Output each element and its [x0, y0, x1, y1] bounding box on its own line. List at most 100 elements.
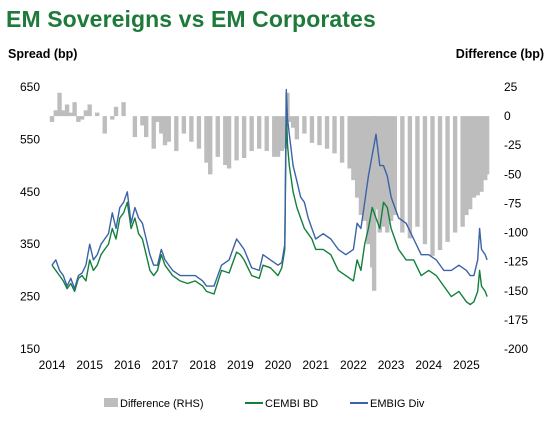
difference-bar [275, 116, 281, 157]
y-tick-label: 450 [20, 185, 40, 199]
difference-bar [68, 112, 74, 117]
x-tick-label: 2021 [302, 358, 329, 372]
legend-label: Difference (RHS) [120, 398, 204, 410]
y-tick-label: 250 [20, 290, 40, 304]
difference-bar [317, 116, 322, 146]
y2-tick-label: -175 [504, 313, 528, 327]
difference-bar [388, 116, 394, 221]
difference-bar [309, 116, 315, 143]
difference-bar [381, 116, 386, 227]
difference-bar [354, 116, 360, 198]
difference-bar [234, 116, 239, 161]
difference-bar [272, 116, 277, 157]
difference-bar [249, 116, 254, 152]
difference-bar [196, 116, 202, 149]
legend-label: EMBIG Div [370, 398, 425, 410]
difference-bar [452, 116, 458, 233]
difference-bar [415, 116, 420, 227]
difference-bar [87, 104, 92, 117]
difference-bar [460, 116, 465, 227]
difference-bar [76, 116, 81, 122]
difference-bar [358, 116, 364, 216]
difference-bar [484, 116, 490, 175]
difference-bar [208, 116, 213, 175]
x-tick-label: 2022 [340, 358, 367, 372]
difference-bar [264, 116, 269, 152]
difference-bar [215, 116, 220, 157]
y2-tick-label: 25 [504, 80, 518, 94]
difference-bar [287, 116, 292, 122]
difference-bar [166, 116, 171, 142]
difference-bar [362, 116, 367, 221]
difference-bar [95, 112, 100, 117]
difference-bar [407, 116, 413, 239]
difference-bar [144, 116, 149, 138]
difference-bar [132, 116, 138, 138]
x-tick-label: 2018 [189, 358, 216, 372]
right-axis-title: Difference (bp) [455, 47, 544, 61]
difference-bar [61, 110, 66, 117]
difference-bar [159, 116, 164, 134]
difference-bar [467, 116, 473, 210]
difference-bar [257, 116, 262, 149]
left-axis-title: Spread (bp) [8, 47, 78, 61]
axes-layer: 2014 2015 2016 2017 2018 2019 2020 2021 2022 2023… [20, 80, 528, 372]
difference-bar [189, 116, 194, 142]
difference-bar [471, 116, 477, 198]
y2-tick-label: -200 [504, 342, 528, 356]
difference-bar [400, 116, 405, 233]
difference-bar [279, 116, 284, 152]
x-tick-label: 2025 [453, 358, 480, 372]
y-tick-label: 650 [20, 80, 40, 94]
difference-bar [151, 116, 156, 149]
x-tick-label: 2019 [227, 358, 254, 372]
difference-bar [79, 116, 85, 120]
difference-bar [479, 116, 484, 192]
y2-tick-label: -150 [504, 284, 528, 298]
difference-area-layer [49, 92, 490, 291]
legend-swatch-difference [104, 398, 118, 407]
embig-div-line [51, 88, 488, 290]
difference-bar [373, 116, 379, 210]
x-tick-label: 2014 [39, 358, 66, 372]
legend: Difference (RHS) CEMBI BD EMBIG Div [104, 398, 425, 410]
difference-bar [140, 116, 145, 126]
legend-label: CEMBI BD [265, 398, 318, 410]
difference-bar [83, 110, 89, 117]
y-tick-label: 350 [20, 237, 40, 251]
y2-tick-label: -125 [504, 255, 528, 269]
y2-tick-label: -50 [504, 167, 522, 181]
difference-bar [155, 116, 160, 122]
difference-bar [241, 116, 247, 159]
difference-bar [121, 102, 126, 117]
difference-bar [204, 116, 209, 163]
difference-bar [351, 116, 356, 181]
difference-bar [302, 116, 307, 134]
difference-bar [347, 116, 352, 169]
y2-tick-label: 0 [504, 109, 511, 123]
difference-bar [437, 116, 443, 251]
difference-bar [49, 116, 55, 122]
difference-bar [392, 116, 398, 216]
difference-bar [113, 106, 119, 117]
difference-bar [72, 102, 77, 117]
x-tick-label: 2020 [265, 358, 292, 372]
cembi-bd-line [51, 112, 488, 306]
x-tick-label: 2016 [114, 358, 141, 372]
difference-bar [162, 116, 168, 146]
difference-bar [223, 116, 228, 166]
difference-bar [422, 116, 428, 245]
difference-bar [377, 116, 382, 233]
difference-bar [174, 116, 179, 152]
y2-tick-label: -100 [504, 226, 528, 240]
difference-bar [445, 116, 450, 242]
difference-bar [226, 116, 232, 169]
difference-bar [57, 92, 62, 117]
difference-bar [339, 116, 345, 163]
difference-bar [475, 116, 480, 196]
y2-tick-label: -25 [504, 138, 522, 152]
difference-bar [110, 116, 115, 120]
difference-bar [294, 116, 300, 140]
difference-bar [181, 116, 187, 134]
